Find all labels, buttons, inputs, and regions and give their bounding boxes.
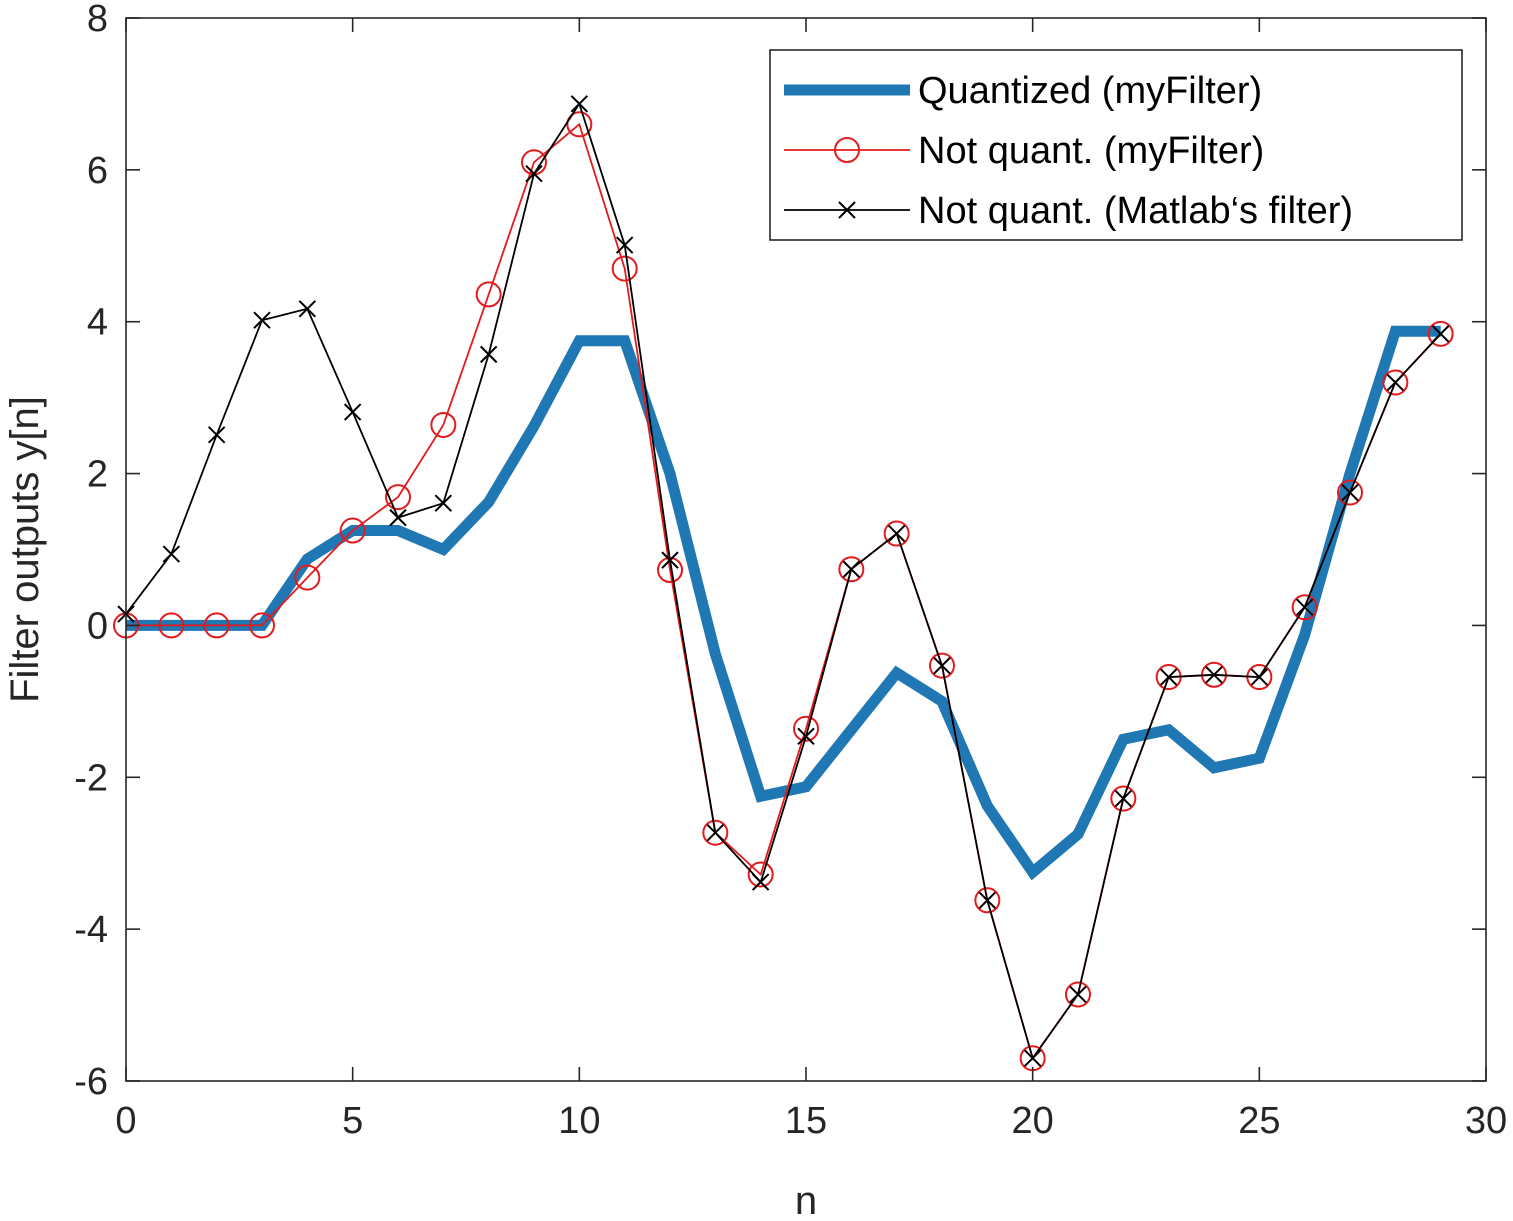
series-2-marker bbox=[1382, 369, 1409, 396]
series-2-marker bbox=[294, 564, 321, 591]
series-3-marker bbox=[887, 524, 906, 543]
series-line-3 bbox=[125, 101, 1442, 1061]
series-3-marker bbox=[1205, 666, 1223, 684]
series-2-marker bbox=[1337, 479, 1363, 506]
y-tick-label: 4 bbox=[87, 302, 108, 344]
series-3-marker bbox=[207, 426, 226, 444]
series-3-marker bbox=[1069, 985, 1087, 1004]
y-tick-label: 0 bbox=[87, 605, 108, 647]
series-2-marker bbox=[1291, 594, 1318, 621]
series-2-marker bbox=[203, 612, 230, 639]
series-3-marker bbox=[389, 508, 407, 527]
series-2-marker bbox=[611, 255, 638, 282]
series-2-marker bbox=[339, 517, 366, 544]
legend-box bbox=[769, 49, 1463, 241]
series-3-marker bbox=[253, 311, 271, 329]
series-2-marker bbox=[566, 111, 593, 138]
series-2-marker bbox=[385, 484, 411, 511]
series-2-marker bbox=[702, 819, 729, 846]
y-tick-label: 6 bbox=[87, 150, 108, 192]
series-3-marker bbox=[1295, 598, 1314, 616]
series-3-marker bbox=[1159, 668, 1178, 686]
series-3-marker bbox=[298, 300, 317, 318]
legend-marker-3 bbox=[838, 201, 856, 219]
x-tick-label: 0 bbox=[115, 1100, 136, 1142]
y-tick-label: 8 bbox=[87, 0, 108, 40]
series-3-marker bbox=[1386, 373, 1405, 392]
y-tick-label: 2 bbox=[87, 454, 108, 496]
x-tick-label: 20 bbox=[1012, 1100, 1054, 1142]
series-2-marker bbox=[838, 556, 865, 583]
series-2-marker bbox=[883, 520, 910, 547]
series-2-marker bbox=[475, 281, 502, 308]
legend-marker-2 bbox=[834, 137, 860, 163]
series-3-marker bbox=[933, 656, 951, 675]
series-3-marker bbox=[343, 403, 362, 421]
series-3-marker bbox=[1431, 325, 1450, 343]
series-3-marker bbox=[434, 494, 453, 512]
series-2-marker bbox=[929, 652, 955, 679]
series-2-marker bbox=[1427, 320, 1454, 347]
series-3-marker bbox=[842, 560, 861, 578]
y-tick-label: -2 bbox=[74, 757, 108, 799]
series-3-marker bbox=[1341, 483, 1359, 502]
series-3-marker bbox=[570, 95, 589, 113]
series-3-marker bbox=[797, 727, 815, 745]
series-3-marker bbox=[1114, 789, 1133, 808]
x-axis-label: n bbox=[795, 1179, 817, 1221]
x-tick-label: 5 bbox=[342, 1100, 363, 1142]
series-3-marker bbox=[751, 873, 770, 891]
legend: Quantized (myFilter) Not quant. (myFilter… bbox=[769, 49, 1463, 241]
y-axis-label: Filter outputs y[n] bbox=[3, 396, 47, 703]
series-3-marker bbox=[1023, 1049, 1042, 1067]
series-2-marker bbox=[249, 612, 275, 639]
series-3-marker bbox=[661, 551, 679, 569]
series-2-marker bbox=[793, 715, 819, 742]
series-2-marker bbox=[747, 861, 774, 888]
series-3-marker bbox=[1250, 668, 1269, 686]
series-3-marker bbox=[162, 545, 181, 563]
x-tick-label: 30 bbox=[1465, 1100, 1507, 1142]
x-tick-label: 15 bbox=[785, 1100, 827, 1142]
series-2-marker bbox=[1110, 785, 1137, 812]
series-3-marker bbox=[525, 164, 543, 183]
x-tick-label: 10 bbox=[558, 1100, 600, 1142]
series-3-marker bbox=[978, 891, 997, 909]
series-3-marker bbox=[479, 345, 498, 364]
y-tick-label: -6 bbox=[74, 1061, 108, 1103]
series-line-1 bbox=[126, 325, 1441, 881]
series-2-marker bbox=[974, 887, 1001, 914]
axes: 0 5 10 15 20 25 30 -6 -4 -2 0 2 4 6 8 n Filter outputs y… bbox=[3, 0, 1507, 1221]
series-3-marker bbox=[615, 236, 634, 254]
series-2-marker bbox=[430, 411, 457, 438]
series-2-marker bbox=[1065, 981, 1091, 1008]
series-3-marker bbox=[706, 824, 725, 842]
x-tick-label: 25 bbox=[1238, 1100, 1280, 1142]
legend-label-3: Not quant. (Matlab‘s filter) bbox=[918, 190, 1353, 232]
legend-label-1: Quantized (myFilter) bbox=[918, 70, 1262, 112]
y-tick-label: -4 bbox=[74, 909, 108, 951]
series-2-marker bbox=[158, 612, 185, 639]
legend-label-2: Not quant. (myFilter) bbox=[918, 130, 1264, 172]
